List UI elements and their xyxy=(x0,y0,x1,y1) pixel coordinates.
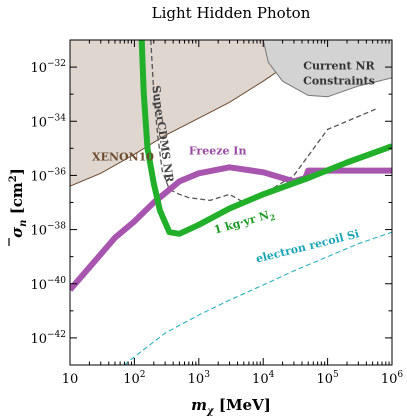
y-axis-symbol: σ xyxy=(8,226,26,238)
region-xenon10 xyxy=(70,40,392,187)
x-tick-label: 106 xyxy=(381,370,404,387)
freeze-in-label: Freeze In xyxy=(189,144,247,157)
x-axis-symbol: m xyxy=(191,396,207,414)
x-tick-label: 104 xyxy=(252,370,275,387)
chart-title: Light Hidden Photon xyxy=(152,4,311,22)
x-axis-label: mχ [MeV] xyxy=(191,396,271,417)
y-tick-label: 10−32 xyxy=(30,59,66,76)
x-axis-unit: [MeV] xyxy=(214,396,271,414)
y-axis-unit: [cm xyxy=(8,182,26,219)
current-nr-constraints-label: Current NR Constraints xyxy=(303,60,375,88)
xenon10-label: XENON10 xyxy=(92,151,154,164)
region-current-nr-constraints xyxy=(262,40,392,98)
x-axis-subscript: χ xyxy=(206,406,215,417)
y-axis-label: σn [cm2] xyxy=(8,168,29,238)
y-tick-label: 10−38 xyxy=(30,222,66,239)
series-supercdms-nr xyxy=(150,40,378,204)
y-tick-label: 10−40 xyxy=(30,276,66,293)
y-tick-label: 10−36 xyxy=(30,167,66,184)
x-tick-label: 10 xyxy=(62,372,79,387)
y-tick-label: 10−34 xyxy=(30,113,66,130)
series-freeze-in xyxy=(70,164,392,292)
x-tick-label: 105 xyxy=(316,370,339,387)
y-axis-subscript: n xyxy=(18,220,29,227)
y-axis-unit-end: ] xyxy=(8,168,26,175)
x-tick-label: 103 xyxy=(188,370,211,387)
y-tick-label: 10−42 xyxy=(30,330,66,347)
x-tick-label: 102 xyxy=(123,370,145,387)
series-electron-recoil-si xyxy=(124,231,392,365)
series-1-kg-yr-n2 xyxy=(138,40,392,237)
y-axis-unit-sup: 2 xyxy=(8,175,19,182)
